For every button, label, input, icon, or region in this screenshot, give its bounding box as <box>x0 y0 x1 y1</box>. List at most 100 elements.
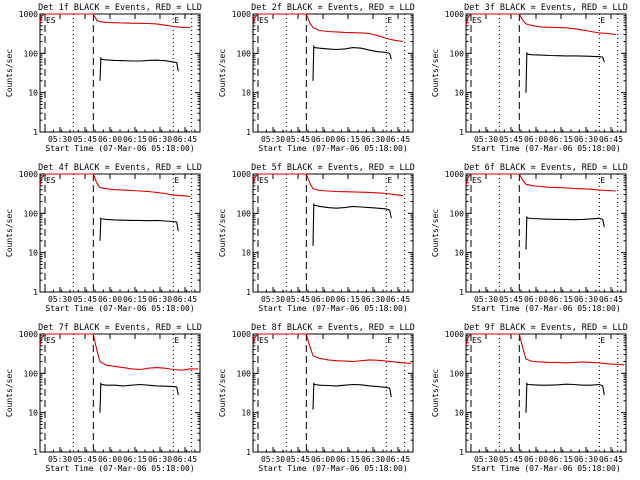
x-tick-label: 06:45 <box>386 135 410 144</box>
x-tick-label: 05:30 <box>261 135 285 144</box>
y-axis-label: Counts/sec <box>218 209 227 257</box>
y-tick-label: 10 <box>454 89 464 98</box>
y-tick-label: 1000 <box>445 170 464 179</box>
plot-frame <box>465 13 627 133</box>
time-marker-label: E <box>174 16 179 25</box>
y-tick-label: 1000 <box>445 330 464 339</box>
x-tick-label: 06:45 <box>173 455 197 464</box>
y-tick-label: 100 <box>237 369 252 378</box>
y-tick-label: 1 <box>459 448 464 457</box>
plot-frame <box>39 173 201 293</box>
y-tick-label: 10 <box>454 409 464 418</box>
y-tick-label: 10 <box>241 249 251 258</box>
events-series-line <box>525 51 605 93</box>
lld-series-line <box>252 173 404 197</box>
lld-series-line <box>252 13 404 43</box>
y-axis-label: Counts/sec <box>431 49 440 97</box>
y-tick-label: 100 <box>237 49 252 58</box>
x-tick-label: 05:45 <box>286 455 310 464</box>
plot-frame <box>465 173 627 293</box>
y-tick-label: 10 <box>454 249 464 258</box>
lld-series-line <box>465 13 617 36</box>
x-tick-label: 06:45 <box>173 295 197 304</box>
plot-frame <box>39 333 201 453</box>
y-axis-label: Counts/sec <box>431 369 440 417</box>
x-tick-label: 06:30 <box>148 455 172 464</box>
x-tick-label: 06:00 <box>524 295 548 304</box>
x-tick-label: 06:30 <box>361 135 385 144</box>
x-tick-label: 06:30 <box>148 135 172 144</box>
y-tick-label: 10 <box>28 409 38 418</box>
x-tick-label: 06:00 <box>524 135 548 144</box>
x-tick-label: 06:30 <box>574 295 598 304</box>
time-marker-label: ES <box>46 16 56 25</box>
x-tick-label: 05:45 <box>286 295 310 304</box>
x-axis-label: Start Time (07-Mar-06 05:18:00) <box>471 304 620 313</box>
y-tick-label: 1 <box>33 128 38 137</box>
y-tick-label: 1000 <box>19 10 38 19</box>
time-marker-label: E <box>387 336 392 345</box>
panel-title: Det 5f BLACK = Events, RED = LLD <box>251 163 415 173</box>
time-marker-label: E <box>600 16 605 25</box>
events-series-line <box>312 202 392 246</box>
x-tick-label: 06:00 <box>311 295 335 304</box>
time-marker-label: E <box>387 176 392 185</box>
x-tick-label: 05:30 <box>474 455 498 464</box>
x-tick-label: 06:00 <box>98 135 122 144</box>
lld-series-line <box>39 333 199 371</box>
detector-panel-1: Det 1f BLACK = Events, RED = LLD 1 10 100 10… <box>5 3 202 153</box>
y-tick-label: 1000 <box>445 10 464 19</box>
plot-frame <box>465 333 627 453</box>
y-tick-label: 1 <box>246 128 251 137</box>
x-tick-label: 06:45 <box>173 135 197 144</box>
time-marker-label: ES <box>472 16 482 25</box>
y-tick-label: 1000 <box>232 330 251 339</box>
x-tick-label: 06:15 <box>549 455 573 464</box>
x-tick-label: 06:00 <box>311 135 335 144</box>
time-marker-label: ES <box>259 176 269 185</box>
x-tick-label: 06:45 <box>599 295 623 304</box>
y-tick-label: 100 <box>237 209 252 218</box>
x-tick-label: 06:00 <box>524 455 548 464</box>
x-tick-label: 05:30 <box>474 295 498 304</box>
y-axis-label: Counts/sec <box>218 49 227 97</box>
y-tick-label: 1000 <box>19 330 38 339</box>
time-marker-label: E <box>387 16 392 25</box>
time-marker-label: E <box>600 336 605 345</box>
x-tick-label: 06:15 <box>336 295 360 304</box>
lld-series-line <box>39 173 191 197</box>
x-tick-label: 05:45 <box>286 135 310 144</box>
events-series-line <box>525 215 605 250</box>
y-tick-label: 10 <box>241 89 251 98</box>
time-marker-label: ES <box>46 176 56 185</box>
y-tick-label: 100 <box>24 49 39 58</box>
x-tick-label: 05:30 <box>48 295 72 304</box>
detector-panel-2: Det 2f BLACK = Events, RED = LLD 1 10 100 10… <box>218 3 415 153</box>
x-tick-label: 05:30 <box>474 135 498 144</box>
panel-title: Det 4f BLACK = Events, RED = LLD <box>38 163 202 173</box>
events-series-line <box>99 382 179 413</box>
detector-panel-6: Det 6f BLACK = Events, RED = LLD 1 10 100 10… <box>431 163 628 313</box>
detector-panel-9: Det 9f BLACK = Events, RED = LLD 1 10 100 10… <box>431 323 628 473</box>
x-tick-label: 06:15 <box>123 455 147 464</box>
events-series-line <box>525 382 605 413</box>
panel-title: Det 2f BLACK = Events, RED = LLD <box>251 3 415 13</box>
x-tick-label: 05:30 <box>48 455 72 464</box>
time-marker-label: ES <box>46 336 56 345</box>
time-marker-label: E <box>174 176 179 185</box>
lld-series-line <box>39 13 191 29</box>
x-tick-label: 05:45 <box>499 135 523 144</box>
y-tick-label: 1 <box>246 448 251 457</box>
x-tick-label: 06:15 <box>123 295 147 304</box>
y-tick-label: 1 <box>459 128 464 137</box>
time-marker-label: ES <box>259 336 269 345</box>
events-series-line <box>99 217 179 241</box>
x-tick-label: 06:15 <box>336 135 360 144</box>
y-tick-label: 1000 <box>19 170 38 179</box>
panel-title: Det 6f BLACK = Events, RED = LLD <box>464 163 628 173</box>
detector-panel-3: Det 3f BLACK = Events, RED = LLD 1 10 100 10… <box>431 3 628 153</box>
time-marker-label: ES <box>472 336 482 345</box>
x-tick-label: 05:45 <box>499 295 523 304</box>
x-axis-label: Start Time (07-Mar-06 05:18:00) <box>45 304 194 313</box>
events-series-line <box>99 56 179 81</box>
